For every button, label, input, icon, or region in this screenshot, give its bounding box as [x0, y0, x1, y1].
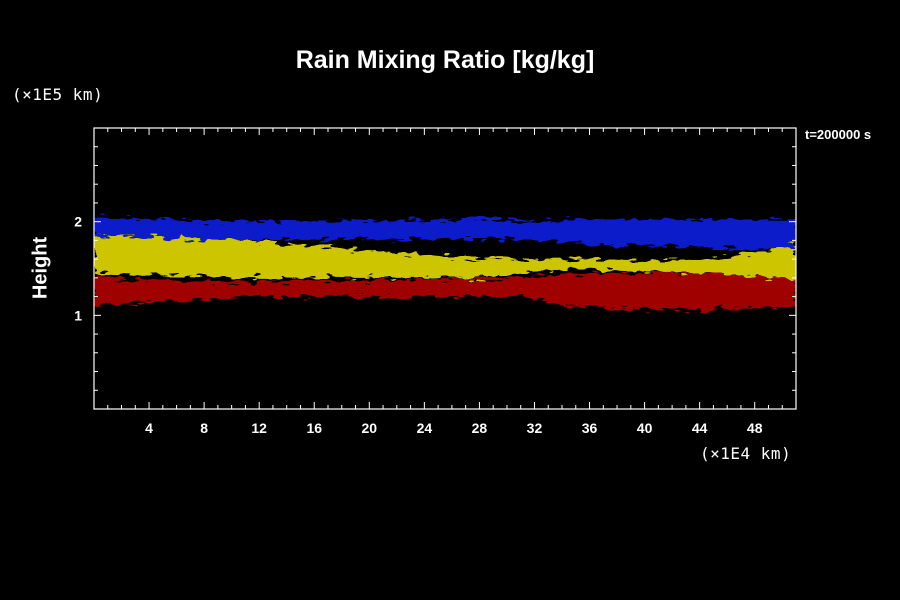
x-tick-label: 12	[251, 420, 267, 436]
x-tick-label: 20	[362, 420, 378, 436]
y-axis-unit: (×1E5 km)	[12, 85, 104, 104]
x-tick-label: 36	[582, 420, 598, 436]
x-tick-label: 24	[417, 420, 433, 436]
x-tick-label: 28	[472, 420, 488, 436]
x-tick-label: 4	[145, 420, 153, 436]
y-tick-label: 2	[74, 214, 82, 230]
x-tick-label: 16	[306, 420, 322, 436]
x-tick-label: 48	[747, 420, 763, 436]
x-tick-label: 8	[200, 420, 208, 436]
layer-red	[94, 273, 796, 311]
plot-frame	[93, 127, 797, 410]
layer-yellow	[94, 235, 796, 278]
chart-title: Rain Mixing Ratio [kg/kg]	[295, 46, 595, 74]
x-tick-label: 40	[637, 420, 653, 436]
x-axis-unit: (×1E4 km)	[700, 444, 792, 463]
x-tick-label: 44	[692, 420, 708, 436]
time-label: t=200000 s	[805, 127, 872, 142]
y-tick-label: 1	[74, 307, 82, 323]
x-tick-label: 32	[527, 420, 543, 436]
layer-blue	[94, 217, 796, 250]
data-layers	[94, 217, 796, 311]
